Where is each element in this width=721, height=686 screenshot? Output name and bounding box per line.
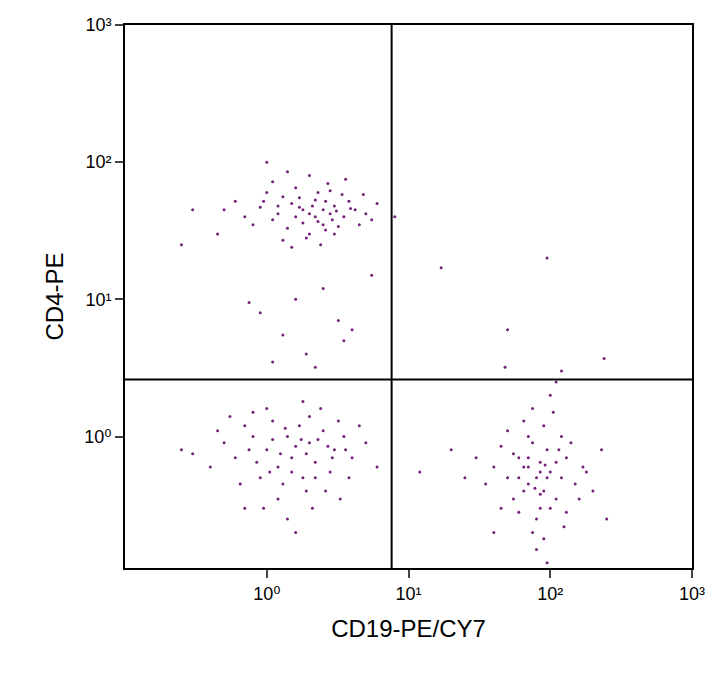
svg-text:10¹: 10¹	[395, 584, 421, 604]
svg-text:10⁰: 10⁰	[84, 427, 111, 447]
svg-text:10⁰: 10⁰	[253, 584, 280, 604]
svg-text:CD19-PE/CY7: CD19-PE/CY7	[331, 615, 486, 642]
svg-text:10²: 10²	[85, 152, 111, 172]
svg-text:10²: 10²	[537, 584, 563, 604]
svg-text:10³: 10³	[85, 15, 111, 35]
svg-text:CD4-PE: CD4-PE	[41, 252, 68, 340]
svg-text:10³: 10³	[679, 584, 705, 604]
svg-text:10¹: 10¹	[85, 290, 111, 310]
